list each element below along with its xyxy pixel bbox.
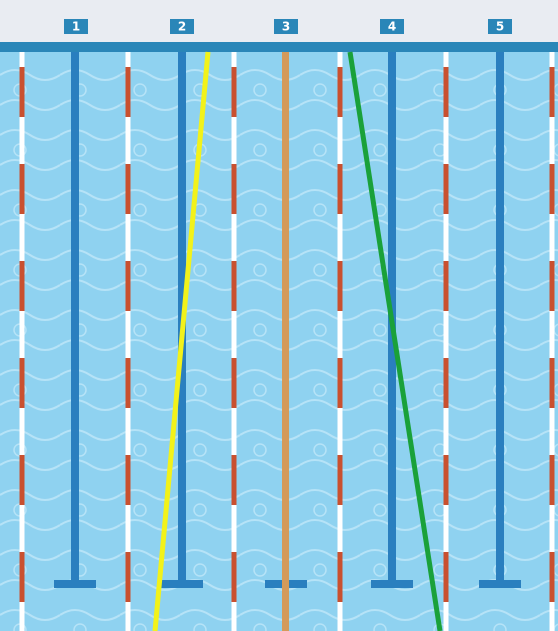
lane-number: 1: [72, 20, 80, 34]
lane-number: 2: [178, 20, 186, 34]
center-line: [282, 52, 289, 631]
lane-number: 5: [496, 20, 504, 34]
water: [0, 52, 558, 631]
pool-edge: [0, 42, 558, 52]
pool-scene: 1 2 3 4 5: [0, 0, 558, 631]
lane-number: 4: [388, 20, 396, 34]
lane-number: 3: [282, 20, 290, 34]
